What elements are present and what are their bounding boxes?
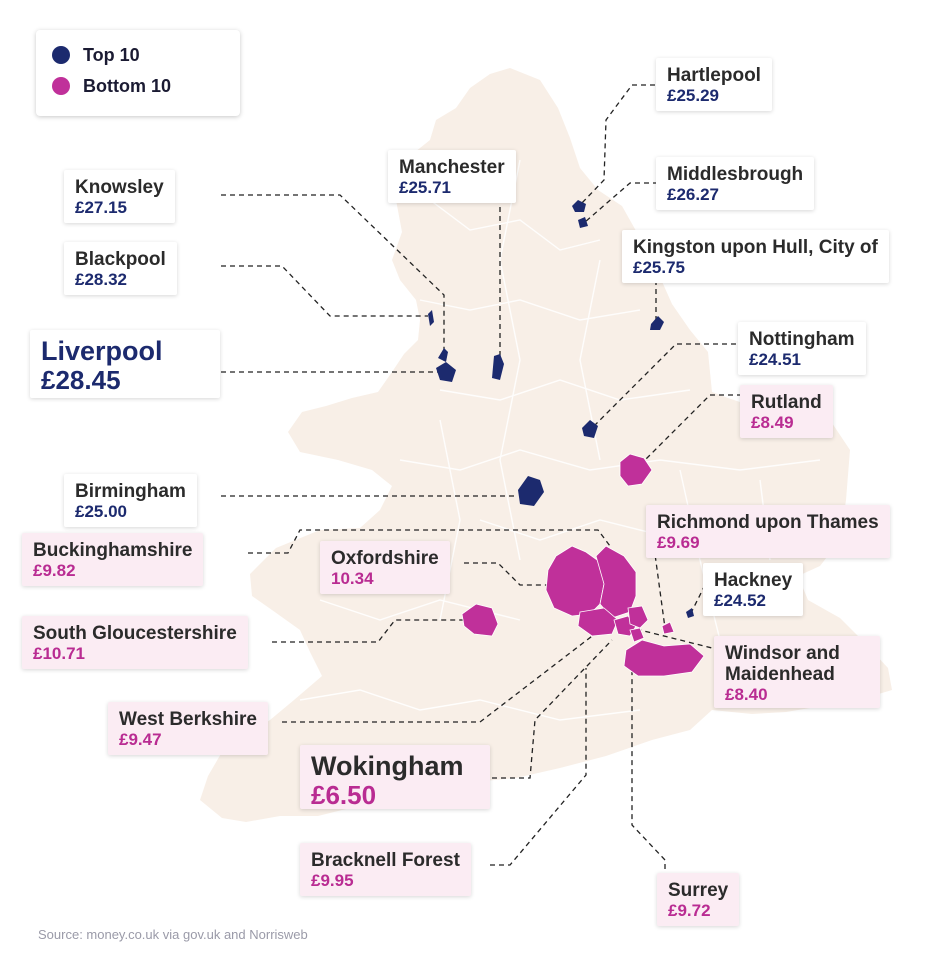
label-name: Bracknell Forest (311, 850, 460, 871)
label-name: Oxfordshire (331, 548, 439, 569)
label-nottingham: Nottingham £24.51 (738, 322, 866, 375)
label-value: £27.15 (75, 198, 127, 217)
legend-top-label: Top 10 (83, 44, 140, 65)
label-name: Manchester (399, 157, 505, 178)
label-name: Birmingham (75, 481, 186, 502)
hartlepool-region (572, 200, 586, 212)
label-oxfordshire: Oxfordshire 10.34 (320, 541, 450, 594)
legend: Top 10 Bottom 10 (36, 30, 240, 116)
label-value: £25.29 (667, 86, 719, 105)
label-surrey: Surrey £9.72 (657, 873, 740, 926)
knowsley-region (438, 348, 448, 362)
label-middlesbrough: Middlesbrough £26.27 (656, 157, 815, 210)
label-name: West Berkshire (119, 709, 257, 730)
liverpool-region (436, 362, 456, 382)
surrey-region (623, 639, 705, 677)
label-value: £28.45 (41, 365, 121, 395)
legend-item-top-10: Top 10 (52, 43, 140, 67)
label-value: £8.49 (751, 413, 794, 432)
label-value: £28.32 (75, 270, 127, 289)
label-richmond: Richmond upon Thames £9.69 (646, 505, 890, 558)
label-value: £9.47 (119, 730, 162, 749)
hull-region (650, 316, 664, 330)
label-value: £10.71 (33, 644, 85, 663)
richmond-region (661, 621, 675, 635)
label-name: Kingston upon Hull, City of (633, 237, 878, 258)
label-value: £9.72 (668, 901, 711, 920)
label-knowsley: Knowsley £27.15 (64, 170, 175, 223)
west-berkshire-region (577, 607, 619, 637)
label-name: Windsor and Maidenhead (725, 643, 840, 685)
nottingham-region (582, 420, 598, 438)
label-south-gloucestershire: South Gloucestershire £10.71 (22, 616, 248, 669)
label-name: South Gloucestershire (33, 623, 237, 644)
label-name: Richmond upon Thames (657, 512, 879, 533)
label-value: 10.34 (331, 569, 374, 588)
label-name: Wokingham (311, 751, 464, 781)
label-birmingham: Birmingham £25.00 (64, 474, 197, 527)
middlesbrough-region (578, 217, 588, 228)
label-name: Liverpool (41, 336, 163, 366)
label-name: Rutland (751, 392, 822, 413)
label-value: £25.71 (399, 178, 451, 197)
leader-lines (221, 84, 742, 878)
buckinghamshire-region (595, 545, 637, 619)
rutland-region (619, 453, 653, 487)
source-note: Source: money.co.uk via gov.uk and Norri… (38, 927, 308, 942)
label-name: Middlesbrough (667, 164, 804, 185)
bottom-10-regions (461, 453, 705, 677)
label-liverpool: Liverpool £28.45 (30, 330, 220, 398)
bracknell-region (629, 627, 645, 643)
label-wokingham: Wokingham £6.50 (300, 745, 490, 809)
label-name: Blackpool (75, 249, 166, 270)
label-rutland: Rutland £8.49 (740, 385, 833, 438)
label-name: Hackney (714, 570, 793, 591)
bottom-10-swatch (52, 77, 70, 95)
label-west-berkshire: West Berkshire £9.47 (108, 702, 268, 755)
top-10-swatch (52, 46, 70, 64)
label-value: £26.27 (667, 185, 719, 204)
label-value: £6.50 (311, 780, 377, 810)
hackney-region (686, 608, 694, 618)
label-manchester: Manchester £25.71 (388, 150, 516, 203)
label-value: £9.82 (33, 561, 76, 580)
south-gloucestershire-region (461, 603, 499, 637)
label-value: £9.69 (657, 533, 700, 552)
label-name: Buckinghamshire (33, 540, 193, 561)
label-blackpool: Blackpool £28.32 (64, 242, 177, 295)
blackpool-region (428, 310, 434, 326)
label-value: £25.75 (633, 258, 685, 277)
label-value: £24.51 (749, 350, 801, 369)
label-value: £25.00 (75, 502, 127, 521)
label-value: £8.40 (725, 685, 768, 704)
label-name: Hartlepool (667, 65, 761, 86)
birmingham-region (518, 476, 544, 506)
label-value: £24.52 (714, 591, 766, 610)
legend-item-bottom-10: Bottom 10 (52, 74, 171, 98)
label-hartlepool: Hartlepool £25.29 (656, 58, 772, 111)
label-buckinghamshire: Buckinghamshire £9.82 (22, 533, 204, 586)
top-10-regions (428, 200, 694, 618)
label-name: Knowsley (75, 177, 164, 198)
manchester-region (492, 354, 504, 380)
label-name: Nottingham (749, 329, 855, 350)
label-hackney: Hackney £24.52 (703, 563, 804, 616)
windsor-region (627, 605, 649, 629)
label-hull: Kingston upon Hull, City of £25.75 (622, 230, 889, 283)
label-windsor-maidenhead: Windsor and Maidenhead £8.40 (714, 636, 880, 708)
legend-bottom-label: Bottom 10 (83, 75, 172, 96)
label-value: £9.95 (311, 871, 354, 890)
label-name: Surrey (668, 880, 729, 901)
label-bracknell-forest: Bracknell Forest £9.95 (300, 843, 471, 896)
